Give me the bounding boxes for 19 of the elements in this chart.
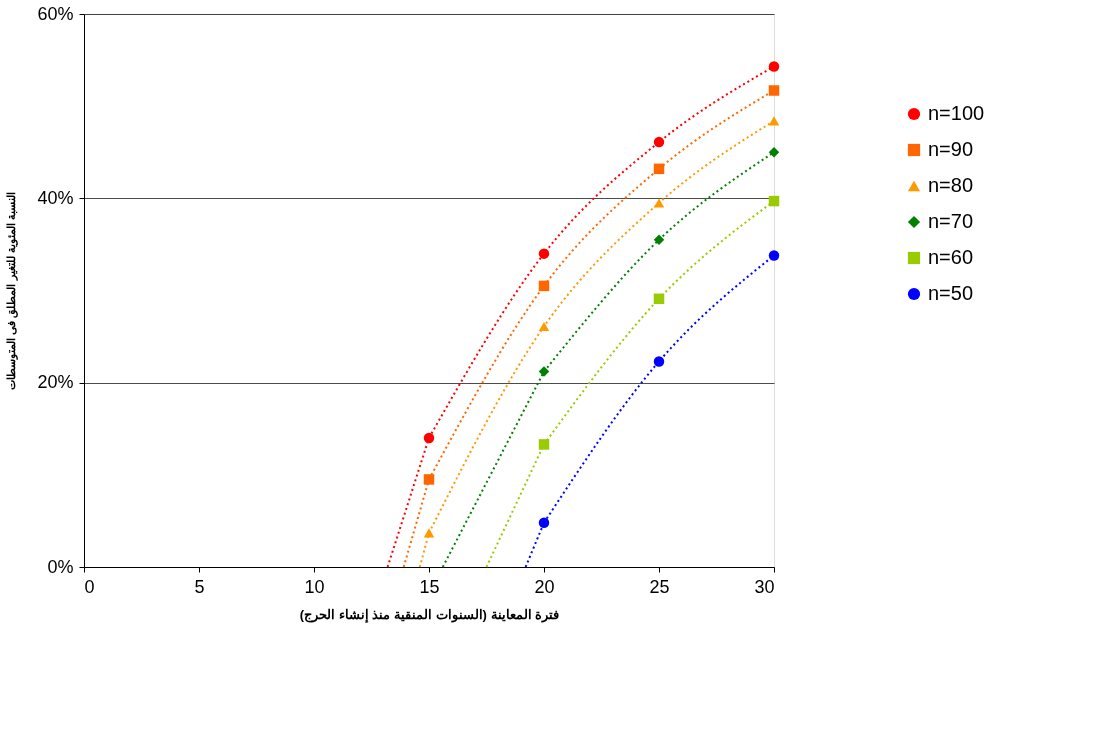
- legend-label: n=70: [928, 210, 974, 232]
- legend-label: n=90: [928, 138, 974, 160]
- legend-label: n=80: [928, 174, 974, 196]
- y-tick-label: 40%: [37, 187, 74, 208]
- legend-label: n=100: [928, 102, 985, 124]
- x-tick-label: 10: [304, 576, 325, 597]
- x-tick-label: 25: [649, 576, 670, 597]
- y-axis-title: النسبة المئوية للتغير المطلق فى المتوسطات: [5, 192, 19, 390]
- x-tick-label: 5: [194, 576, 205, 597]
- x-axis-title: فترة المعاينة (السنوات المنقية منذ إنشاء الحرج): [299, 606, 560, 623]
- x-tick-label: 0: [84, 576, 95, 597]
- legend-label: n=50: [928, 282, 974, 304]
- y-tick-label: 60%: [37, 3, 74, 24]
- legend-label: n=60: [928, 246, 974, 268]
- x-tick-label: 15: [419, 576, 440, 597]
- y-tick-label: 20%: [37, 372, 74, 393]
- x-tick-label: 20: [534, 576, 555, 597]
- x-tick-label: 30: [754, 576, 775, 597]
- y-tick-label: 0%: [47, 556, 74, 577]
